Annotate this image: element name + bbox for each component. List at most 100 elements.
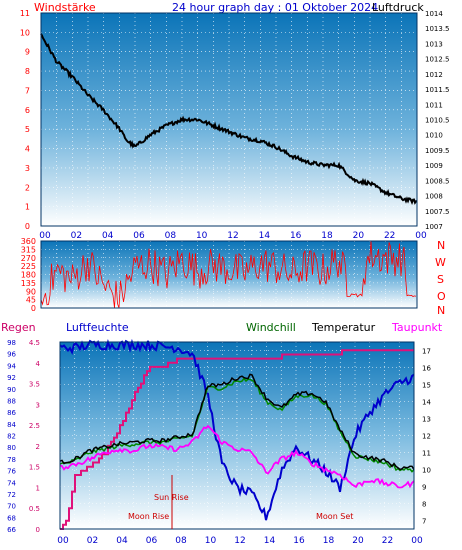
windrichtung-tick-label: 90	[26, 287, 36, 296]
windrichtung-tick-label: 270	[21, 254, 36, 263]
windrichtung-tick-label: 180	[21, 271, 36, 280]
luftfeuchte-tick-label: 90	[7, 386, 16, 394]
luftdruck-tick-label: 1013.5	[425, 25, 450, 33]
regen-tick-label: 4	[36, 360, 41, 368]
luftfeuchte-tick-label: 88	[7, 397, 16, 405]
luftdruck-tick-label: 1011	[425, 101, 443, 109]
regen-tick-label: 2.5	[29, 422, 40, 430]
luftfeuchte-tick-label: 76	[7, 468, 16, 476]
regen-tick-label: 3.5	[29, 381, 40, 389]
panel2-series	[40, 240, 417, 309]
windrichtung-tick-label: 45	[26, 296, 36, 305]
panel3-x-tick-label: 14	[264, 536, 276, 546]
luftfeuchte-tick-label: 82	[7, 433, 16, 441]
luftfeuchte-line	[59, 338, 415, 521]
luftdruck-tick-label: 1007	[425, 223, 443, 231]
windstaerke-tick-label: 5	[25, 125, 30, 134]
regen-line	[60, 349, 414, 530]
panel1-frame	[40, 12, 418, 227]
regen-tick-label: 3	[36, 401, 40, 409]
sun-rise-label: Sun Rise	[154, 493, 189, 502]
panel3-x-tick-label: 12	[234, 536, 245, 546]
panel3-x-tick-label: 02	[87, 536, 98, 546]
temperatur-tick-label: 7	[422, 518, 426, 526]
panel1-series	[40, 33, 418, 205]
taupunkt-label: Taupunkt	[391, 321, 443, 334]
temperatur-line	[59, 373, 415, 471]
panel1-axes: 0123456789101110071007.510081008.5100910…	[20, 9, 450, 241]
panel3-x-tick-label: 20	[352, 536, 364, 546]
direction-label-n-bottom: N	[437, 304, 445, 317]
luftfeuchte-tick-label: 80	[7, 444, 16, 452]
panel1-x-tick-label: 06	[133, 231, 145, 241]
panel1-x-tick-label: 10	[196, 231, 208, 241]
regen-tick-label: 0	[36, 526, 40, 534]
luftdruck-tick-label: 1010.5	[425, 117, 450, 125]
temperatur-tick-label: 10	[422, 467, 431, 475]
luftdruck-tick-label: 1008	[425, 193, 443, 201]
regen-tick-label: 1.5	[29, 464, 40, 472]
panel1-x-tick-label: 16	[290, 231, 302, 241]
luftdruck-tick-label: 1012.5	[425, 56, 450, 64]
luftfeuchte-tick-label: 98	[7, 339, 16, 347]
panel1-x-tick-label: 00	[415, 231, 427, 241]
regen-tick-label: 1	[36, 484, 40, 492]
luftdruck-tick-label: 1012	[425, 71, 443, 79]
temperatur-tick-label: 17	[422, 348, 431, 356]
temperatur-tick-label: 13	[422, 416, 431, 424]
panel3-x-tick-label: 16	[293, 536, 305, 546]
panel3-x-tick-label: 22	[382, 536, 393, 546]
panel3-x-tick-label: 00	[411, 536, 423, 546]
moon-set-label: Moon Set	[316, 512, 353, 521]
panel2-frame	[40, 240, 418, 309]
temperatur-label: Temperatur	[311, 321, 376, 334]
windstaerke-tick-label: 6	[25, 106, 30, 115]
direction-label-o: O	[437, 290, 446, 303]
temperatur-tick-label: 12	[422, 433, 431, 441]
temperatur-tick-label: 14	[422, 399, 431, 407]
direction-label-n-top: N	[437, 239, 445, 252]
luftfeuchte-tick-label: 84	[7, 421, 16, 429]
panel3-x-tick-label: 06	[146, 536, 158, 546]
direction-label-w: W	[435, 256, 446, 269]
regen-label: Regen	[1, 321, 36, 334]
luftfeuchte-tick-label: 68	[7, 514, 16, 522]
luftfeuchte-tick-label: 72	[7, 491, 16, 499]
windstaerke-tick-label: 2	[25, 183, 30, 192]
windrichtung-tick-label: 0	[31, 304, 36, 313]
panel3-x-tick-label: 18	[323, 536, 335, 546]
luftfeuchte-tick-label: 86	[7, 409, 16, 417]
luftdruck-tick-label: 1013	[425, 40, 443, 48]
panel1-x-tick-label: 14	[259, 231, 271, 241]
luftfeuchte-tick-label: 66	[7, 526, 16, 534]
luftfeuchte-tick-label: 78	[7, 456, 16, 464]
temperatur-tick-label: 11	[422, 450, 431, 458]
luftdruck-tick-label: 1008.5	[425, 177, 450, 185]
panel3-x-tick-label: 08	[175, 536, 187, 546]
luftfeuchte-tick-label: 70	[7, 503, 16, 511]
moon-rise-label: Moon Rise	[128, 512, 169, 521]
windstaerke-tick-label: 10	[20, 28, 30, 37]
panel3-frame	[59, 341, 415, 530]
regen-tick-label: 0.5	[29, 505, 40, 513]
luftfeuchte-tick-label: 94	[7, 362, 16, 370]
windrichtung-tick-label: 135	[21, 279, 36, 288]
luftdruck-line	[40, 33, 418, 205]
panel1-x-tick-label: 12	[227, 231, 238, 241]
panel1-x-tick-label: 04	[102, 231, 114, 241]
luftdruck-tick-label: 1010	[425, 132, 443, 140]
windchill-label: Windchill	[246, 321, 296, 334]
windrichtung-line	[40, 240, 417, 309]
luftdruck-tick-label: 1007.5	[425, 208, 450, 216]
panel1-x-tick-label: 02	[71, 231, 82, 241]
panel1-x-tick-label: 20	[353, 231, 365, 241]
luftfeuchte-label: Luftfeuchte	[66, 321, 129, 334]
luftdruck-tick-label: 1009	[425, 162, 443, 170]
panel3-series	[59, 338, 415, 530]
windstaerke-tick-label: 9	[25, 48, 30, 57]
luftdruck-tick-label: 1011.5	[425, 86, 450, 94]
windstaerke-tick-label: 11	[20, 9, 30, 18]
luftdruck-label: Luftdruck	[372, 1, 424, 14]
panel3-x-tick-label: 00	[57, 536, 69, 546]
